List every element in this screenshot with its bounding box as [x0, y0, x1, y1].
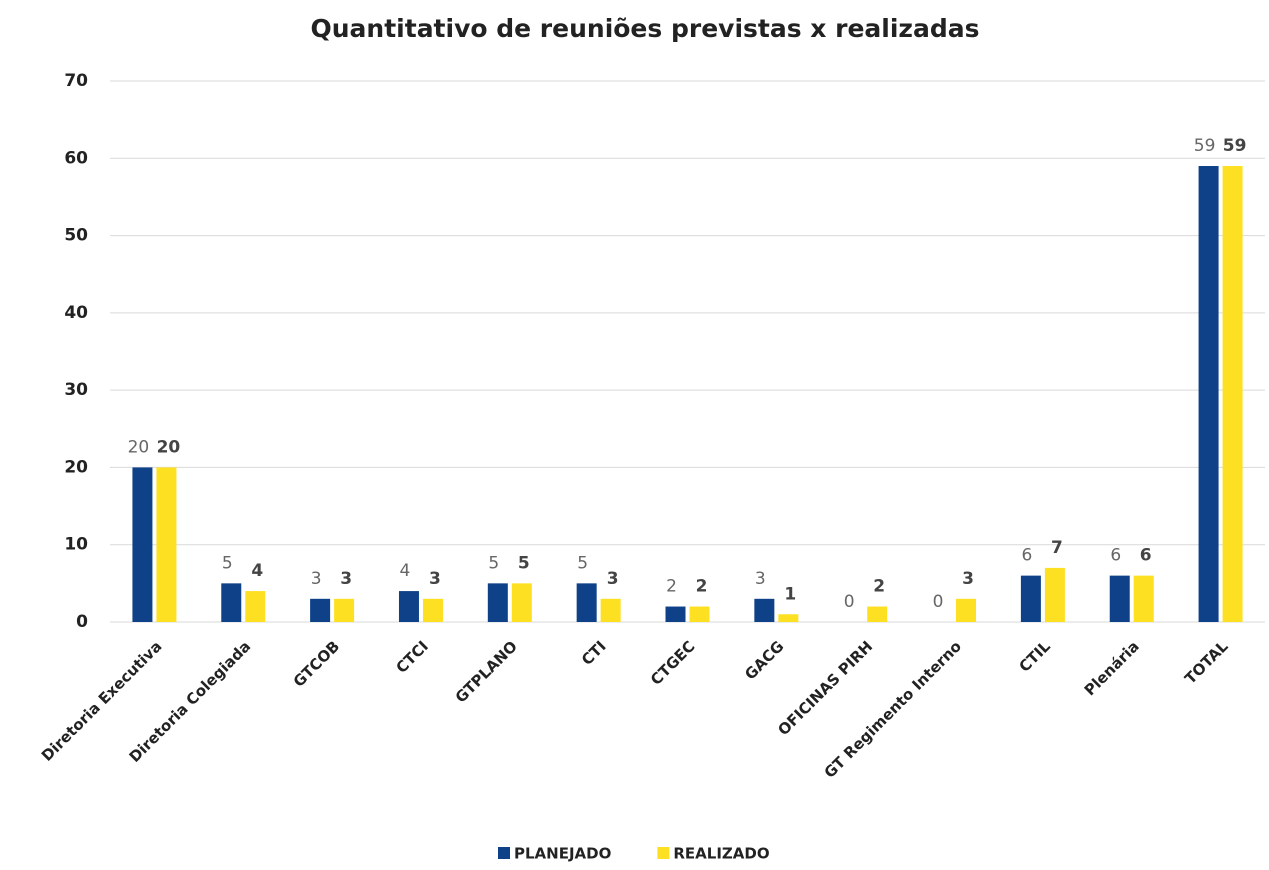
data-label: 6 — [1021, 546, 1032, 566]
x-tick-label: CTIL — [1015, 637, 1054, 676]
data-label: 2 — [873, 577, 885, 597]
y-tick-label: 40 — [64, 303, 88, 323]
y-tick-label: 0 — [76, 612, 88, 632]
bar — [221, 583, 242, 622]
y-tick-label: 70 — [64, 71, 88, 91]
data-label: 6 — [1140, 546, 1152, 566]
x-tick-label: Plenária — [1081, 637, 1143, 699]
data-label: 5 — [222, 553, 233, 573]
data-label: 5 — [518, 553, 530, 573]
data-label: 3 — [340, 569, 352, 589]
y-tick-label: 60 — [64, 148, 88, 168]
legend-swatch — [498, 847, 510, 859]
data-label: 5 — [577, 553, 588, 573]
x-tick-label: OFICINAS PIRH — [774, 637, 876, 739]
bar — [576, 583, 597, 622]
legend-swatch — [657, 847, 670, 859]
chart-title: Quantitativo de reuniões previstas x rea… — [311, 14, 980, 43]
bar — [310, 598, 331, 622]
bar — [1109, 575, 1130, 622]
data-label: 59 — [1194, 136, 1216, 156]
bar — [132, 467, 153, 622]
data-label: 3 — [755, 569, 766, 589]
x-tick-label: GTPLANO — [452, 637, 521, 706]
data-label: 3 — [607, 569, 619, 589]
x-tick-label: CTGEC — [647, 637, 698, 688]
data-label: 2 — [666, 577, 677, 597]
legend-label: REALIZADO — [673, 845, 769, 863]
bar — [487, 583, 508, 622]
data-label: 4 — [251, 561, 263, 581]
y-tick-label: 20 — [64, 457, 88, 477]
data-label: 20 — [128, 437, 150, 457]
data-label: 5 — [488, 553, 499, 573]
data-label: 1 — [784, 584, 796, 604]
x-tick-label: GTCOB — [290, 637, 343, 690]
legend-label: PLANEJADO — [514, 845, 611, 863]
x-tick-label: CTI — [578, 637, 610, 669]
y-tick-label: 10 — [64, 535, 88, 555]
data-label: 7 — [1051, 538, 1063, 558]
bar — [334, 598, 355, 622]
data-label: 3 — [962, 569, 974, 589]
y-tick-label: 30 — [64, 380, 88, 400]
bar — [1222, 166, 1243, 622]
bar — [156, 467, 177, 622]
data-label: 6 — [1110, 546, 1121, 566]
bar — [1198, 166, 1219, 622]
bar — [398, 591, 419, 622]
bar — [956, 598, 977, 622]
data-label: 2 — [696, 577, 708, 597]
y-tick-label: 50 — [64, 226, 88, 246]
bar — [511, 583, 532, 622]
data-label: 59 — [1223, 136, 1247, 156]
bar — [754, 598, 775, 622]
data-label: 0 — [844, 592, 855, 612]
bar — [689, 606, 710, 622]
bar — [778, 614, 799, 622]
data-label: 3 — [311, 569, 322, 589]
data-label: 4 — [400, 561, 411, 581]
bar — [600, 598, 621, 622]
bar — [245, 591, 266, 622]
bar — [867, 606, 888, 622]
x-tick-label: TOTAL — [1181, 637, 1232, 688]
x-tick-label: GACG — [741, 637, 787, 683]
bar — [422, 598, 443, 622]
data-label: 3 — [429, 569, 441, 589]
bar — [1133, 575, 1154, 622]
data-label: 0 — [933, 592, 944, 612]
data-label: 20 — [157, 437, 181, 457]
x-tick-label: CTCI — [392, 637, 431, 676]
bar — [665, 606, 686, 622]
bar — [1020, 575, 1041, 622]
bar — [1044, 567, 1065, 622]
